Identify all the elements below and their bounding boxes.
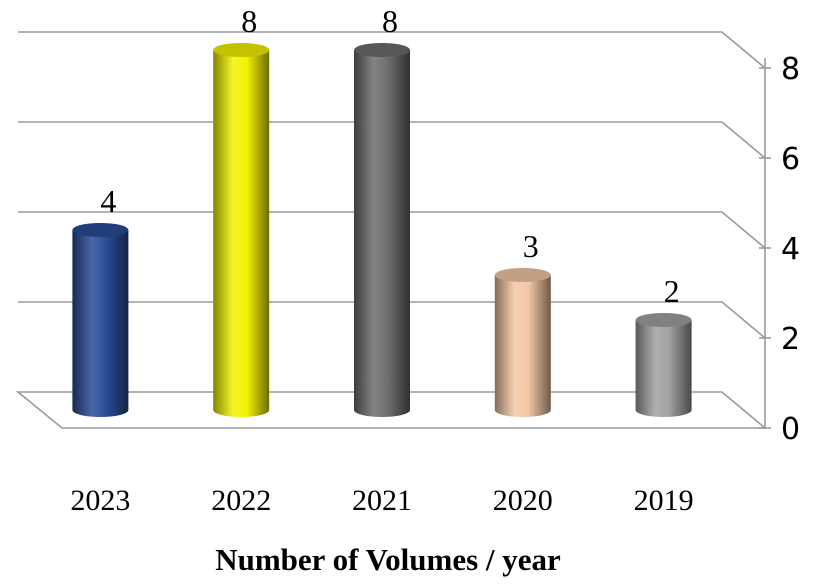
bar-top <box>494 268 551 282</box>
bar-body <box>494 275 551 417</box>
data-label: 3 <box>523 228 539 264</box>
y-tick-label: 0 <box>781 412 800 447</box>
bar-top <box>635 313 692 327</box>
bar-2023 <box>72 223 129 417</box>
data-label: 8 <box>382 3 398 39</box>
bar-2019 <box>635 313 692 417</box>
data-label: 4 <box>100 183 116 219</box>
y-tick-label: 4 <box>781 232 800 267</box>
bar-body <box>72 230 129 417</box>
bar-top <box>354 43 410 57</box>
x-axis-title: Number of Volumes / year <box>215 542 561 577</box>
bar-2021 <box>354 43 410 417</box>
data-label: 8 <box>241 3 257 39</box>
bar-body <box>354 50 410 417</box>
x-tick-label: 2021 <box>352 484 412 517</box>
data-labels: 4 8 8 3 2 <box>100 3 679 309</box>
bar-top <box>72 223 129 237</box>
y-axis-ticks: 0 2 4 6 8 <box>759 52 800 447</box>
bar-body <box>213 50 270 417</box>
x-tick-label: 2023 <box>70 484 130 517</box>
y-tick-label: 8 <box>781 52 800 87</box>
x-tick-label: 2019 <box>634 484 694 517</box>
bar-2020 <box>494 268 551 417</box>
bar-body <box>635 320 692 417</box>
data-label: 2 <box>664 273 680 309</box>
grid-line <box>18 31 766 69</box>
x-tick-label: 2020 <box>493 484 553 517</box>
y-tick-label: 2 <box>781 322 800 357</box>
x-tick-label: 2022 <box>211 484 271 517</box>
bars <box>72 43 692 417</box>
y-tick-label: 6 <box>781 142 800 177</box>
bar-2022 <box>213 43 270 417</box>
bar-top <box>213 43 270 57</box>
x-axis-ticks: 2023 2022 2021 2020 2019 <box>70 484 693 517</box>
